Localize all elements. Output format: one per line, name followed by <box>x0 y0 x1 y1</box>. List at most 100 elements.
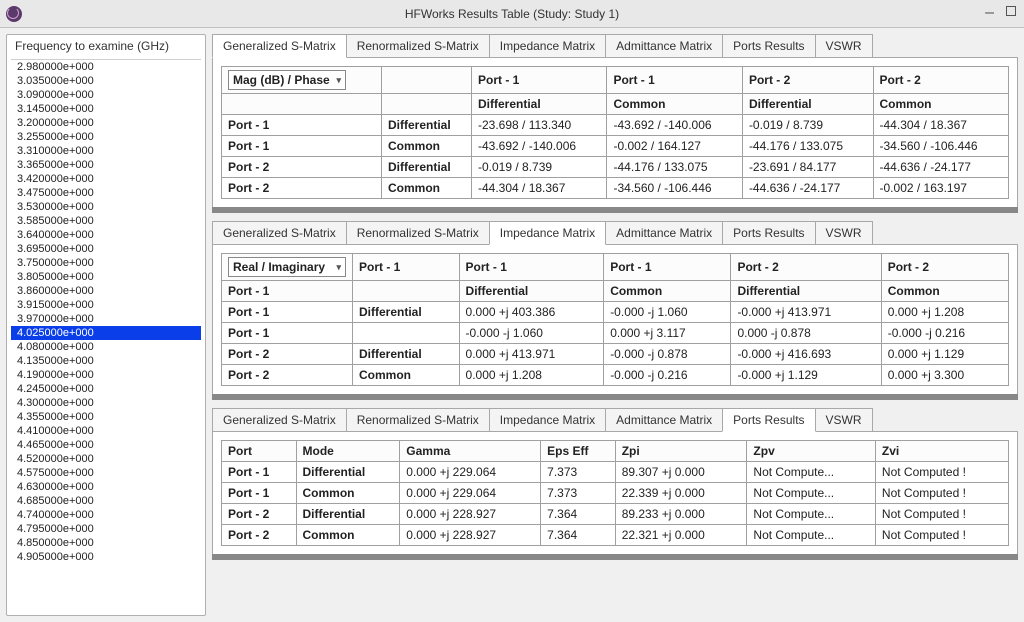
cell-value: Port - 2 <box>222 525 297 546</box>
row-port: Port - 1 <box>222 302 353 323</box>
column-header: Gamma <box>400 441 541 462</box>
frequency-item[interactable]: 3.255000e+000 <box>11 130 201 144</box>
tab-row: Generalized S-MatrixRenormalized S-Matri… <box>212 34 1018 58</box>
frequency-item[interactable]: 3.035000e+000 <box>11 74 201 88</box>
column-header: Zpi <box>615 441 747 462</box>
tab-ports-results[interactable]: Ports Results <box>722 408 815 432</box>
frequency-item[interactable]: 3.365000e+000 <box>11 158 201 172</box>
tab-vswr[interactable]: VSWR <box>815 221 873 244</box>
frequency-item[interactable]: 3.970000e+000 <box>11 312 201 326</box>
cell-value: Common <box>296 483 400 504</box>
frequency-item[interactable]: 3.090000e+000 <box>11 88 201 102</box>
cell-value: 7.364 <box>541 504 616 525</box>
frequency-item[interactable]: 4.465000e+000 <box>11 438 201 452</box>
frequency-item[interactable]: 4.300000e+000 <box>11 396 201 410</box>
tab-row: Generalized S-MatrixRenormalized S-Matri… <box>212 221 1018 245</box>
frequency-item[interactable]: 4.080000e+000 <box>11 340 201 354</box>
maximize-icon[interactable] <box>1006 6 1016 16</box>
frequency-item[interactable]: 3.695000e+000 <box>11 242 201 256</box>
cell-value: -23.691 / 84.177 <box>742 157 873 178</box>
tab-impedance-matrix[interactable]: Impedance Matrix <box>489 408 606 431</box>
frequency-item[interactable]: 4.685000e+000 <box>11 494 201 508</box>
frequency-item[interactable]: 3.530000e+000 <box>11 200 201 214</box>
cell-value: 7.373 <box>541 483 616 504</box>
frequency-item[interactable]: 3.310000e+000 <box>11 144 201 158</box>
cell-value: Not Computed ! <box>875 525 1008 546</box>
content-area: Generalized S-MatrixRenormalized S-Matri… <box>210 28 1024 622</box>
frequency-item[interactable]: 3.200000e+000 <box>11 116 201 130</box>
tab-vswr[interactable]: VSWR <box>815 34 873 57</box>
column-header: Port <box>222 441 297 462</box>
frequency-item[interactable]: 3.640000e+000 <box>11 228 201 242</box>
frequency-item[interactable]: 4.520000e+000 <box>11 452 201 466</box>
cell-value: 0.000 +j 228.927 <box>400 525 541 546</box>
frequency-item[interactable]: 2.980000e+000 <box>11 60 201 74</box>
chevron-down-icon: ▾ <box>336 75 341 86</box>
cell-value: -0.002 / 164.127 <box>607 136 742 157</box>
tab-ports-results[interactable]: Ports Results <box>722 221 815 244</box>
cell-value: -34.560 / -106.446 <box>607 178 742 199</box>
frequency-item[interactable]: 4.740000e+000 <box>11 508 201 522</box>
cell-value: 0.000 +j 413.971 <box>459 344 604 365</box>
frequency-item[interactable]: 3.145000e+000 <box>11 102 201 116</box>
frequency-item[interactable]: 4.905000e+000 <box>11 550 201 564</box>
tab-admittance-matrix[interactable]: Admittance Matrix <box>605 221 723 244</box>
frequency-item[interactable]: 4.410000e+000 <box>11 424 201 438</box>
frequency-item[interactable]: 4.795000e+000 <box>11 522 201 536</box>
frequency-item[interactable]: 3.585000e+000 <box>11 214 201 228</box>
tab-vswr[interactable]: VSWR <box>815 408 873 431</box>
panel-separator <box>212 394 1018 400</box>
tab-impedance-matrix[interactable]: Impedance Matrix <box>489 34 606 57</box>
frequency-item[interactable]: 3.420000e+000 <box>11 172 201 186</box>
frequency-item[interactable]: 3.915000e+000 <box>11 298 201 312</box>
tab-generalized-s-matrix[interactable]: Generalized S-Matrix <box>212 408 347 431</box>
row-port: Port - 1 <box>222 323 353 344</box>
tab-admittance-matrix[interactable]: Admittance Matrix <box>605 408 723 431</box>
tab-renormalized-s-matrix[interactable]: Renormalized S-Matrix <box>346 221 490 244</box>
frequency-list[interactable]: 2.980000e+0003.035000e+0003.090000e+0003… <box>11 59 201 611</box>
cell-value: -0.000 +j 413.971 <box>731 302 881 323</box>
panel-separator <box>212 554 1018 560</box>
row-mode <box>353 323 460 344</box>
ports-results-table: PortModeGammaEps EffZpiZpvZviPort - 1Dif… <box>221 440 1009 546</box>
frequency-item[interactable]: 3.475000e+000 <box>11 186 201 200</box>
cell-value: Port - 1 <box>222 462 297 483</box>
panel-separator <box>212 207 1018 213</box>
frequency-item[interactable]: 4.135000e+000 <box>11 354 201 368</box>
cell-value: -23.698 / 113.340 <box>472 115 607 136</box>
frequency-sidebar: Frequency to examine (GHz) 2.980000e+000… <box>6 34 206 616</box>
tab-ports-results[interactable]: Ports Results <box>722 34 815 57</box>
cell-value: Common <box>296 525 400 546</box>
s-matrix-table: Mag (dB) / Phase▾Port - 1Port - 1Port - … <box>221 66 1009 199</box>
frequency-item[interactable]: 3.860000e+000 <box>11 284 201 298</box>
row-port: Port - 1 <box>222 136 382 157</box>
row-mode: Differential <box>382 115 472 136</box>
tab-renormalized-s-matrix[interactable]: Renormalized S-Matrix <box>346 34 490 57</box>
display-mode-select[interactable]: Mag (dB) / Phase▾ <box>228 70 346 90</box>
frequency-item[interactable]: 4.245000e+000 <box>11 382 201 396</box>
frequency-item[interactable]: 4.025000e+000 <box>11 326 201 340</box>
frequency-item[interactable]: 4.190000e+000 <box>11 368 201 382</box>
display-mode-select[interactable]: Real / Imaginary▾ <box>228 257 346 277</box>
frequency-item[interactable]: 4.630000e+000 <box>11 480 201 494</box>
tab-renormalized-s-matrix[interactable]: Renormalized S-Matrix <box>346 408 490 431</box>
tab-generalized-s-matrix[interactable]: Generalized S-Matrix <box>212 221 347 244</box>
cell-value: Common <box>604 281 731 302</box>
frequency-item[interactable]: 4.355000e+000 <box>11 410 201 424</box>
cell-value: Not Compute... <box>747 504 875 525</box>
tab-generalized-s-matrix[interactable]: Generalized S-Matrix <box>212 34 347 58</box>
title-bar: HFWorks Results Table (Study: Study 1) – <box>0 0 1024 28</box>
cell-value: 0.000 +j 1.208 <box>459 365 604 386</box>
minimize-icon[interactable]: – <box>985 4 994 22</box>
tab-impedance-matrix[interactable]: Impedance Matrix <box>489 221 606 245</box>
frequency-item[interactable]: 3.805000e+000 <box>11 270 201 284</box>
tab-admittance-matrix[interactable]: Admittance Matrix <box>605 34 723 57</box>
cell-value: -34.560 / -106.446 <box>873 136 1008 157</box>
cell-value: 0.000 +j 228.927 <box>400 504 541 525</box>
cell-value: 7.373 <box>541 462 616 483</box>
frequency-item[interactable]: 4.575000e+000 <box>11 466 201 480</box>
frequency-item[interactable]: 4.850000e+000 <box>11 536 201 550</box>
cell-value: 89.307 +j 0.000 <box>615 462 747 483</box>
frequency-item[interactable]: 3.750000e+000 <box>11 256 201 270</box>
tab-row: Generalized S-MatrixRenormalized S-Matri… <box>212 408 1018 432</box>
